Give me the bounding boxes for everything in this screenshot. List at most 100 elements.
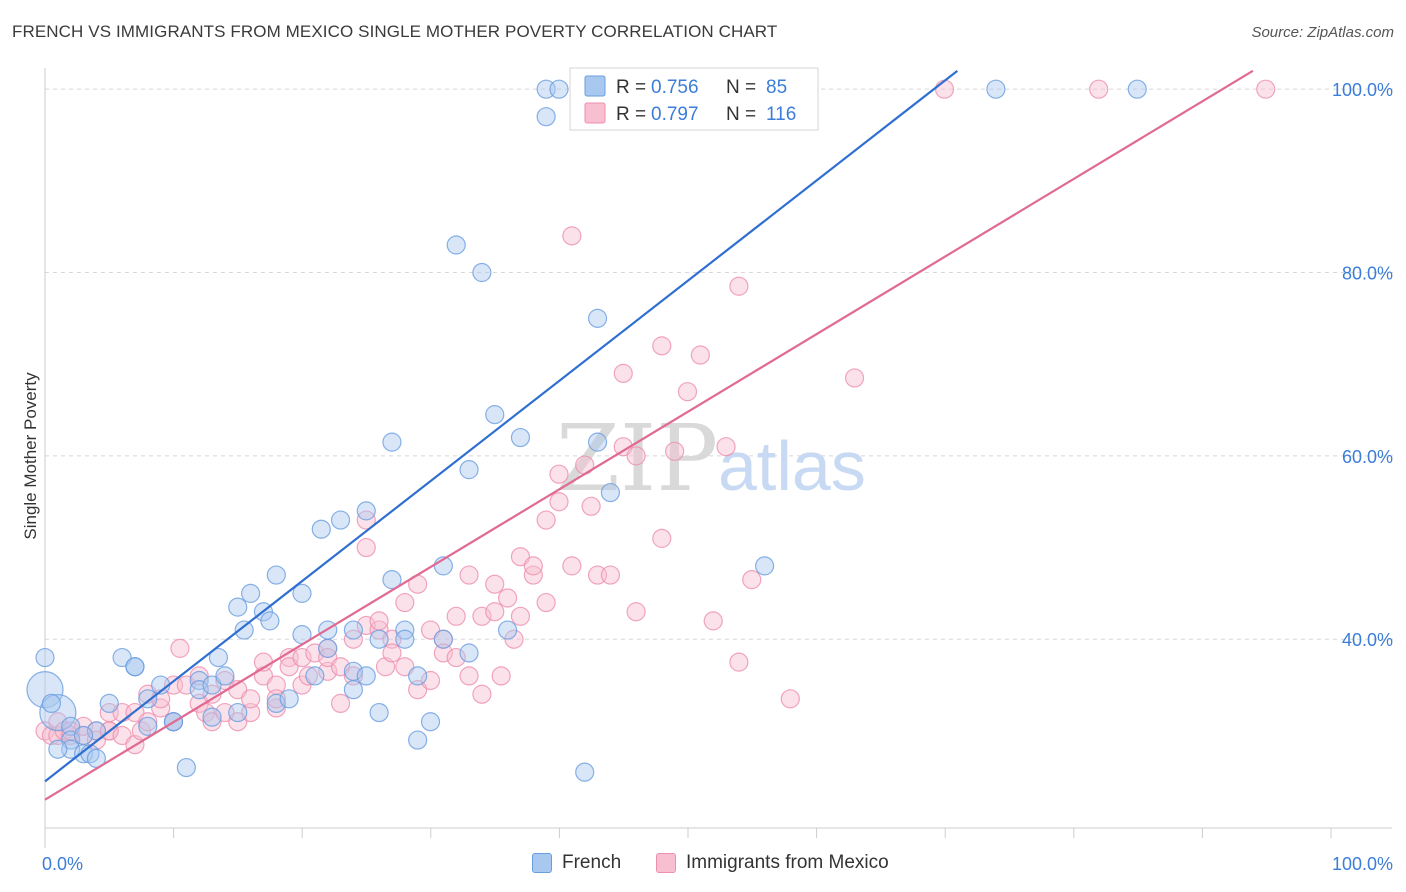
mexico-point <box>780 689 800 709</box>
mexico-point <box>472 606 492 626</box>
mexico-point <box>1256 79 1276 99</box>
mexico-point <box>485 602 505 622</box>
mexico-swatch <box>584 102 606 124</box>
french-point <box>39 693 77 732</box>
french-point <box>408 666 428 686</box>
gridlines <box>45 88 1394 640</box>
french-point <box>459 460 479 480</box>
french-point <box>510 427 531 448</box>
french-point <box>369 629 389 649</box>
y-tick-label: 80.0% <box>1342 264 1393 284</box>
french-point <box>369 702 389 723</box>
y-tick-label: 100.0% <box>1332 80 1393 100</box>
mexico-point <box>665 441 685 461</box>
french-point <box>408 730 428 750</box>
y-axis-label: Single Mother Poverty <box>21 372 40 540</box>
mexico-n-label: N = <box>726 104 756 125</box>
chart-title: FRENCH VS IMMIGRANTS FROM MEXICO SINGLE … <box>12 22 778 41</box>
french-point <box>343 620 363 640</box>
mexico-point <box>613 363 633 383</box>
mexico-point <box>356 537 376 558</box>
french-r-label: R = <box>616 77 646 98</box>
french-point <box>305 666 325 686</box>
french-point <box>86 721 107 741</box>
mexico-point <box>626 446 646 466</box>
french-point <box>48 739 68 759</box>
mexico-point <box>729 276 749 296</box>
mexico-point <box>742 570 762 590</box>
french-point <box>356 501 376 521</box>
french-point <box>754 556 775 576</box>
mexico-point <box>498 588 518 608</box>
french-point <box>125 657 145 677</box>
french-point <box>395 629 415 649</box>
french-point <box>536 107 556 127</box>
mexico-n-value: 116 <box>766 104 796 125</box>
legend-label-mexico: Immigrants from Mexico <box>686 852 889 873</box>
mexico-point <box>446 606 466 626</box>
french-r-value: 0.756 <box>651 77 699 98</box>
mexico-point <box>491 666 511 686</box>
french-point <box>498 620 518 640</box>
mexico-point <box>677 382 698 402</box>
mexico-point <box>459 666 479 686</box>
french-point <box>234 620 254 640</box>
x-tick-label-min: 0.0% <box>42 854 83 874</box>
french-point <box>472 262 492 283</box>
mexico-point <box>703 611 723 631</box>
mexico-point <box>626 602 646 622</box>
french-point <box>73 725 94 746</box>
french-point <box>459 643 479 663</box>
french-point <box>260 611 280 631</box>
french-point <box>446 235 466 255</box>
mexico-point <box>562 556 582 576</box>
x-tick-label-max: 100.0% <box>1332 854 1393 874</box>
stats-legend-frame <box>569 67 819 131</box>
french-point <box>99 693 119 714</box>
french-point <box>41 693 62 714</box>
mexico-point <box>536 510 556 530</box>
mexico-point <box>305 643 325 663</box>
legend-swatch-french <box>532 853 552 873</box>
french-point <box>266 693 286 714</box>
legend-swatch-mexico <box>656 853 676 873</box>
french-point <box>587 308 608 328</box>
trendlines <box>44 69 1254 801</box>
french-point <box>343 680 363 700</box>
french-point <box>279 689 299 709</box>
french-point <box>202 707 222 727</box>
mexico-point <box>433 643 453 663</box>
bottom-legend: French Immigrants from Mexico <box>0 852 1406 878</box>
mexico-point <box>510 606 531 626</box>
french-point <box>433 629 453 649</box>
mexico-point <box>652 528 672 548</box>
french-trendline <box>44 69 959 783</box>
french-point <box>311 519 331 539</box>
mexico-point <box>472 684 492 704</box>
french-point <box>176 757 196 778</box>
mexico-point <box>446 647 466 668</box>
mexico-point <box>600 565 621 585</box>
french-point <box>318 638 338 658</box>
french-point <box>600 482 621 503</box>
french-n-label: N = <box>726 77 756 98</box>
mexico-point <box>138 712 158 732</box>
french-point <box>986 79 1006 99</box>
french-point <box>215 666 235 686</box>
french-point <box>382 570 402 590</box>
french-point <box>485 405 505 425</box>
french-point <box>228 702 248 723</box>
mexico-point <box>369 611 389 631</box>
mexico-point <box>356 615 376 636</box>
mexico-point <box>652 336 672 356</box>
mexico-point <box>420 670 441 691</box>
legend-item-mexico: Immigrants from Mexico <box>656 852 889 874</box>
french-point <box>266 565 286 585</box>
y-tick-label: 60.0% <box>1342 447 1393 467</box>
french-n-value: 85 <box>766 77 787 98</box>
mexico-point <box>523 556 543 576</box>
mexico-point <box>170 638 190 658</box>
mexico-point <box>549 492 569 512</box>
mexico-point <box>1089 79 1109 99</box>
mexico-point <box>485 574 505 594</box>
